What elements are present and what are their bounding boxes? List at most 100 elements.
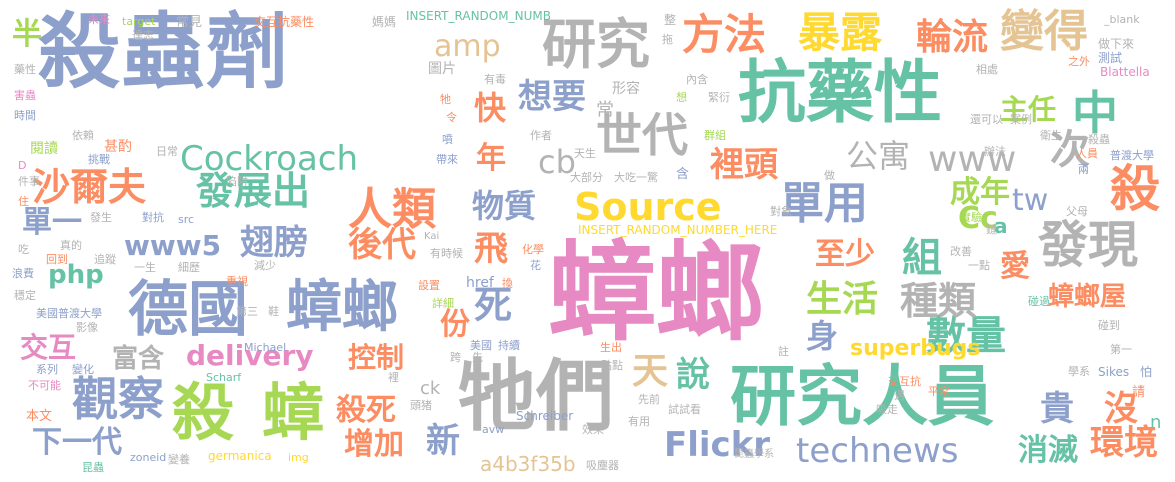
- word: 翅膀: [240, 223, 308, 263]
- word: 時間: [14, 109, 36, 122]
- word: 回到: [46, 253, 68, 266]
- word: 碰到: [1098, 319, 1120, 332]
- word: 相處: [976, 63, 998, 76]
- word: 重視: [226, 275, 248, 288]
- word: _blank: [1104, 13, 1140, 26]
- word: 改善: [950, 245, 972, 258]
- word: 物質: [472, 187, 537, 225]
- word: php: [48, 260, 104, 290]
- word: 發展出: [196, 169, 311, 213]
- word: 富含: [112, 344, 165, 374]
- word: superbugs: [850, 336, 981, 361]
- word: 遇: [894, 389, 905, 402]
- word: 碰過: [1028, 295, 1050, 308]
- word: 單用: [780, 178, 868, 229]
- word: 研究人員: [730, 358, 994, 435]
- word: 一點點: [590, 359, 623, 372]
- word: 實驗: [960, 211, 982, 224]
- word: 做下來: [1098, 37, 1135, 51]
- word: 裡頭: [710, 145, 778, 185]
- word: 數量: [926, 313, 1006, 359]
- word: germanica: [208, 449, 272, 463]
- word: 德國: [128, 275, 248, 345]
- word: 身: [806, 317, 839, 355]
- word: 組: [902, 235, 942, 281]
- word: 緊衍: [708, 91, 730, 104]
- word: 下一代: [32, 425, 122, 460]
- word: 份: [440, 307, 470, 342]
- word: www5: [124, 229, 222, 262]
- word: 先前: [638, 393, 660, 406]
- word: 還可以: [970, 113, 1003, 126]
- word: 死: [474, 283, 513, 327]
- word: 頭猪: [410, 399, 432, 412]
- word: 愛: [1000, 249, 1030, 284]
- word: n: [1150, 412, 1162, 433]
- word: 作者: [530, 129, 552, 142]
- word: 快: [474, 89, 507, 127]
- word: 不可能: [28, 379, 61, 392]
- word: Kai: [424, 231, 440, 242]
- word: 牠們: [458, 352, 615, 442]
- word: 次: [1050, 127, 1090, 173]
- word: 公寓: [846, 137, 911, 175]
- word: 蟑螂屋: [1048, 282, 1127, 312]
- word: 跨: [450, 351, 461, 364]
- word: 請: [1132, 385, 1146, 400]
- word: 閱讀: [30, 141, 58, 157]
- word: 辦法: [984, 145, 1006, 158]
- word: 美國普渡大學: [36, 307, 102, 320]
- word: 依賴: [72, 129, 94, 142]
- word: 對象: [770, 205, 792, 218]
- word: 說: [676, 355, 710, 395]
- word: img: [288, 451, 309, 464]
- word: www: [928, 139, 1017, 180]
- word: 種類: [900, 279, 977, 323]
- word: 暴露: [798, 8, 883, 57]
- word: 整: [664, 13, 677, 27]
- word: 害蟲: [14, 89, 36, 102]
- word: 換: [502, 277, 513, 290]
- word: 含: [676, 167, 690, 182]
- word: Cc: [958, 201, 998, 236]
- word: 系列: [36, 363, 58, 376]
- word: ck: [420, 378, 441, 399]
- word: 年: [476, 141, 506, 176]
- word: href: [466, 275, 494, 291]
- word: 至少: [815, 237, 875, 272]
- word: 拖: [662, 33, 673, 46]
- word: 圖片: [428, 61, 456, 77]
- word: 發生: [90, 211, 112, 224]
- word: 吸走: [876, 403, 898, 416]
- word: 美國: [470, 339, 492, 352]
- word: 陷阱: [226, 175, 248, 188]
- word: 有時候: [430, 247, 463, 260]
- word: 註: [778, 345, 789, 358]
- word: 半: [12, 17, 42, 52]
- word: 做: [824, 169, 835, 182]
- word: 花: [530, 259, 541, 272]
- word: 甚酌: [104, 139, 132, 155]
- word: 第三: [236, 305, 258, 318]
- word: a: [994, 214, 1008, 238]
- word: 常見: [176, 15, 203, 30]
- word: 天生: [574, 147, 596, 160]
- word: 人員: [1076, 147, 1098, 160]
- word: 挑戰: [88, 153, 110, 166]
- word: 變化: [72, 363, 94, 376]
- word: 有毒: [484, 73, 506, 86]
- word: 抗藥性: [738, 54, 943, 133]
- word: 變養: [168, 453, 190, 466]
- word: 交互: [20, 331, 77, 364]
- word: 吃: [18, 243, 29, 256]
- word: avw: [482, 423, 505, 436]
- word: 貴: [1040, 389, 1074, 429]
- word: target: [122, 15, 156, 28]
- word: 吸塵器: [586, 459, 619, 472]
- word: 殺蟲: [1088, 133, 1110, 146]
- word: 環境: [1090, 423, 1158, 463]
- word: 穩定: [14, 289, 36, 302]
- word: 噴: [442, 133, 453, 146]
- word: 發現: [1038, 216, 1138, 274]
